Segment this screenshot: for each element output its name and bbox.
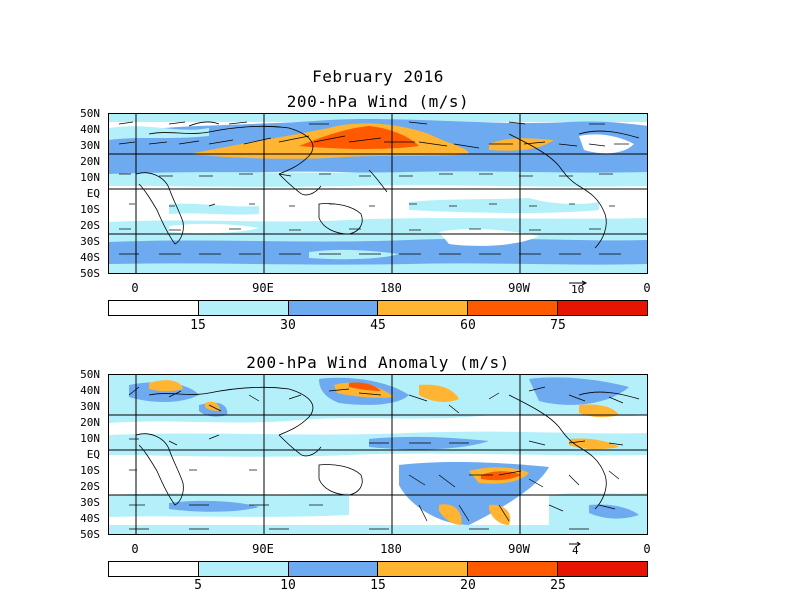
bottom-lat-label: 30S: [80, 496, 100, 509]
bottom-lat-label: 50N: [80, 368, 100, 381]
top-coastlines: [135, 121, 640, 249]
top-lat-label: EQ: [86, 187, 100, 200]
bottom-colorbar-label: 5: [194, 578, 202, 593]
top-colorbar-label: 60: [460, 318, 476, 333]
bottom-colorbar-label: 10: [280, 578, 296, 593]
top-lat-label: 50S: [80, 267, 100, 280]
top-colorbar-label: 75: [550, 318, 566, 333]
bottom-lat-label: EQ: [86, 448, 100, 461]
bottom-colorbar-segment: [288, 562, 379, 576]
top-lon-label: 90E: [252, 281, 274, 295]
top-ref-arrow-icon: [569, 280, 588, 286]
top-lat-label: 10S: [80, 203, 100, 216]
top-colorbar-segment: [109, 301, 199, 315]
bottom-ref-vector-label: 4: [572, 544, 579, 557]
top-colorbar-segment: [468, 301, 559, 315]
top-lat-label: 30S: [80, 235, 100, 248]
top-lat-label: 20S: [80, 219, 100, 232]
bottom-lon-label: 90E: [252, 542, 274, 556]
top-ref-vector-label: 10: [571, 283, 585, 296]
bottom-anomaly-map-svg: [109, 375, 647, 534]
top-wind-map-svg: [109, 114, 647, 273]
bottom-anomaly-shading: [109, 375, 647, 534]
top-lat-label: 20N: [80, 155, 100, 168]
bottom-lat-label: 20N: [80, 416, 100, 429]
bottom-colorbar: [108, 561, 648, 577]
bottom-colorbar-label: 20: [460, 578, 476, 593]
bottom-lon-label: 0: [643, 542, 651, 556]
top-wind-map: [108, 113, 648, 274]
bottom-lat-label: 50S: [80, 528, 100, 541]
bottom-anomaly-vectors: [128, 386, 624, 530]
main-title: February 2016: [312, 67, 444, 86]
top-grid-lines: [109, 114, 647, 273]
top-lat-label: 40N: [80, 123, 100, 136]
top-lon-label: 0: [131, 281, 139, 295]
bottom-colorbar-segment: [198, 562, 289, 576]
bottom-colorbar-segment: [558, 562, 647, 576]
top-colorbar-segment: [198, 301, 289, 315]
top-colorbar-label: 45: [370, 318, 386, 333]
bottom-lon-label: 180: [380, 542, 402, 556]
top-colorbar: [108, 300, 648, 316]
bottom-lat-label: 20S: [80, 480, 100, 493]
top-colorbar-segment: [378, 301, 469, 315]
bottom-lat-label: 30N: [80, 400, 100, 413]
top-lat-label: 50N: [80, 107, 100, 120]
bottom-colorbar-segment: [378, 562, 469, 576]
bottom-lat-label: 40S: [80, 512, 100, 525]
bottom-grid-lines: [109, 375, 647, 534]
bottom-colorbar-label: 15: [370, 578, 386, 593]
top-colorbar-label: 30: [280, 318, 296, 333]
top-colorbar-label: 15: [190, 318, 206, 333]
top-lat-label: 10N: [80, 171, 100, 184]
bottom-lon-label: 0: [131, 542, 139, 556]
bottom-lat-label: 10S: [80, 464, 100, 477]
bottom-lat-label: 40N: [80, 384, 100, 397]
top-panel-title: 200-hPa Wind (m/s): [286, 92, 470, 111]
top-colorbar-segment: [558, 301, 647, 315]
top-lon-label: 90W: [508, 281, 530, 295]
top-lat-label: 40S: [80, 251, 100, 264]
bottom-lat-label: 10N: [80, 432, 100, 445]
top-lon-label: 0: [643, 281, 651, 295]
bottom-coastlines: [135, 386, 640, 510]
bottom-anomaly-map: [108, 374, 648, 535]
top-lat-label: 30N: [80, 139, 100, 152]
bottom-colorbar-segment: [109, 562, 199, 576]
bottom-panel-title: 200-hPa Wind Anomaly (m/s): [246, 353, 510, 372]
top-lon-label: 180: [380, 281, 402, 295]
top-colorbar-segment: [288, 301, 379, 315]
bottom-colorbar-segment: [468, 562, 559, 576]
top-speed-shading: [109, 114, 647, 273]
bottom-lon-label: 90W: [508, 542, 530, 556]
top-wind-vectors: [118, 121, 629, 255]
bottom-ref-arrow-icon: [569, 541, 581, 547]
bottom-colorbar-label: 25: [550, 578, 566, 593]
